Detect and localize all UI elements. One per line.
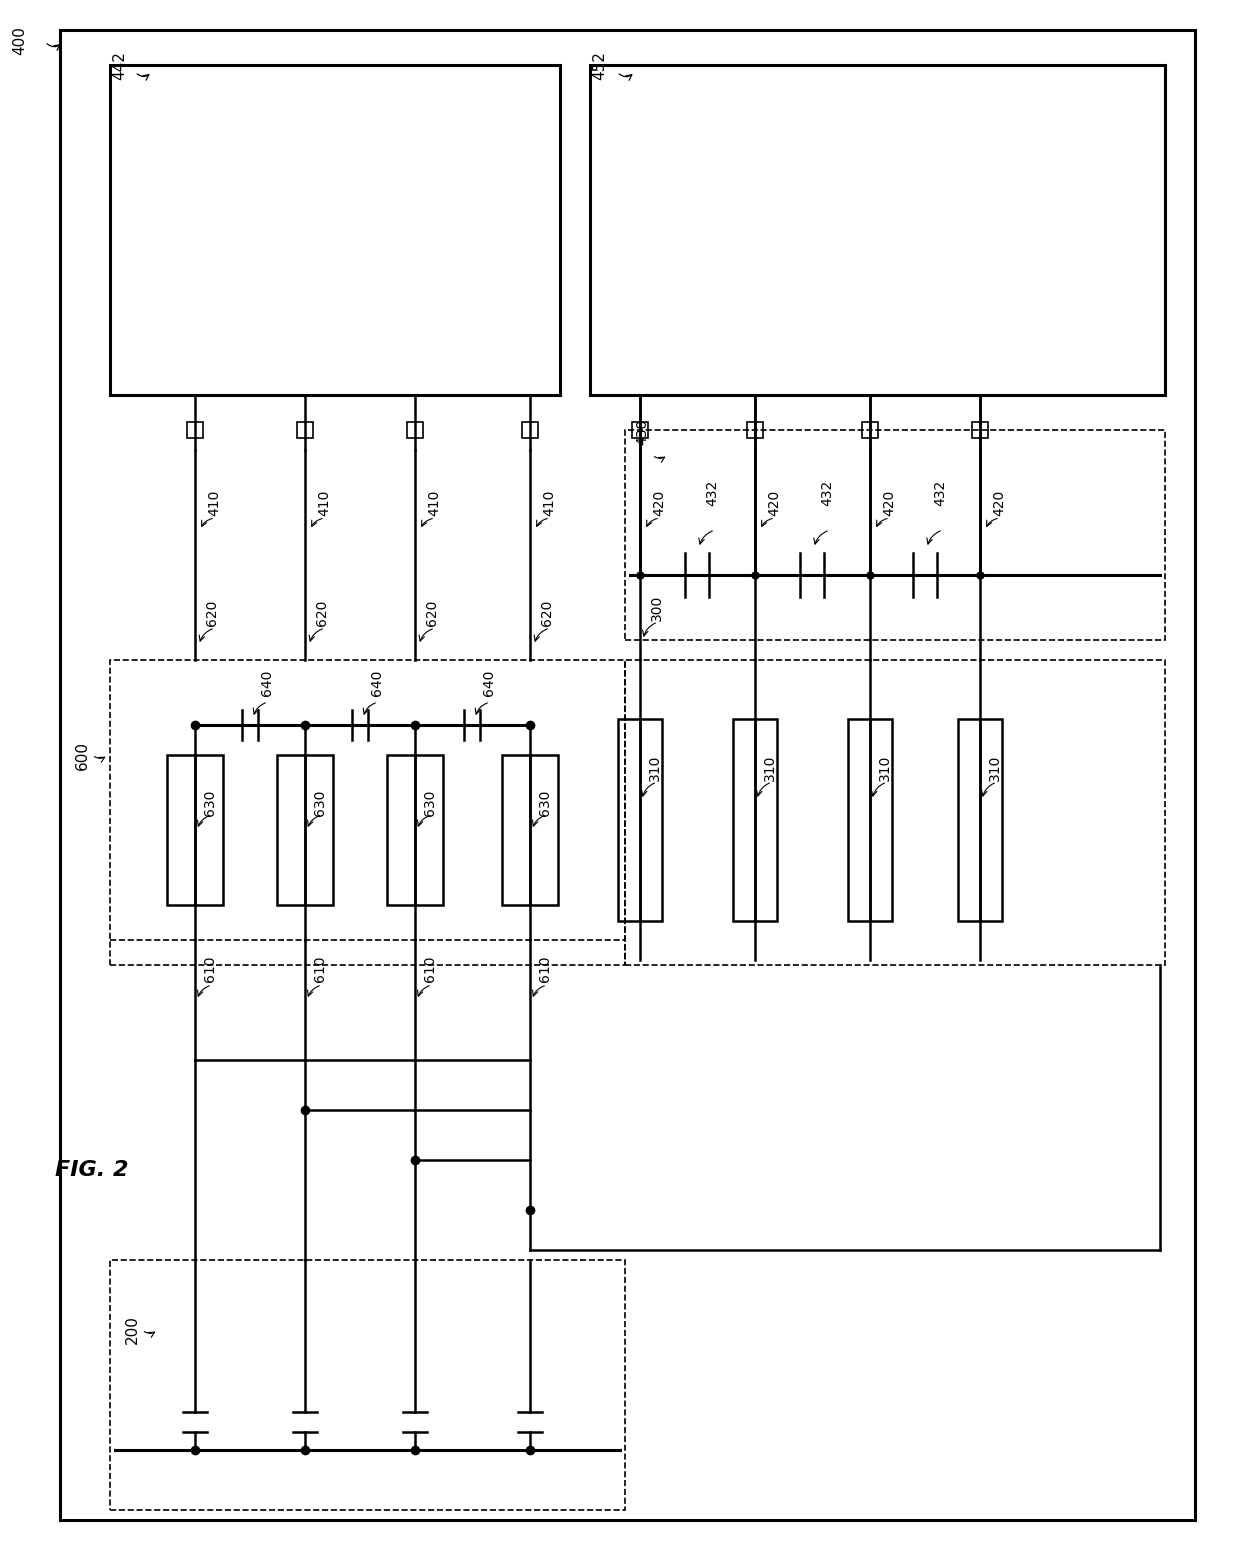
Bar (848, 718, 892, 921)
Text: 620: 620 (539, 600, 554, 627)
Text: 620: 620 (425, 600, 439, 627)
Text: 630: 630 (312, 790, 327, 816)
Text: FIG. 2: FIG. 2 (55, 1160, 129, 1180)
Text: 310: 310 (878, 756, 892, 781)
Text: 432: 432 (706, 480, 719, 507)
Text: 300: 300 (650, 596, 663, 622)
Text: 432: 432 (820, 480, 835, 507)
Bar (387, 756, 443, 905)
Text: 400: 400 (12, 26, 27, 54)
Text: 630: 630 (203, 790, 217, 816)
Text: 610: 610 (538, 955, 552, 981)
Bar (618, 718, 662, 921)
Text: 630: 630 (538, 790, 552, 816)
Bar (502, 756, 558, 905)
Text: 420: 420 (652, 490, 666, 516)
Text: 610: 610 (312, 955, 327, 981)
Text: 420: 420 (882, 490, 897, 516)
Text: 620: 620 (205, 600, 219, 627)
Text: 640: 640 (482, 670, 496, 697)
Text: 640: 640 (260, 670, 274, 697)
Text: 310: 310 (988, 756, 1002, 781)
Text: 310: 310 (763, 756, 777, 781)
Text: 410: 410 (427, 490, 441, 516)
Text: 410: 410 (542, 490, 556, 516)
Text: 410: 410 (317, 490, 331, 516)
Text: 610: 610 (203, 955, 217, 981)
Text: 410: 410 (207, 490, 221, 516)
Text: 442: 442 (113, 51, 128, 79)
Bar (167, 756, 223, 905)
Text: 620: 620 (315, 600, 329, 627)
Bar (277, 756, 334, 905)
Text: 310: 310 (649, 756, 662, 781)
Text: 640: 640 (370, 670, 384, 697)
Text: 452: 452 (593, 51, 608, 79)
Text: 432: 432 (932, 480, 947, 507)
Text: 630: 630 (423, 790, 436, 816)
Text: 420: 420 (768, 490, 781, 516)
Text: 200: 200 (125, 1316, 140, 1345)
Bar (959, 718, 1002, 921)
Text: 420: 420 (992, 490, 1006, 516)
Text: 430: 430 (635, 418, 649, 445)
Bar (733, 718, 777, 921)
Text: 610: 610 (423, 955, 436, 981)
Text: 600: 600 (74, 740, 91, 770)
